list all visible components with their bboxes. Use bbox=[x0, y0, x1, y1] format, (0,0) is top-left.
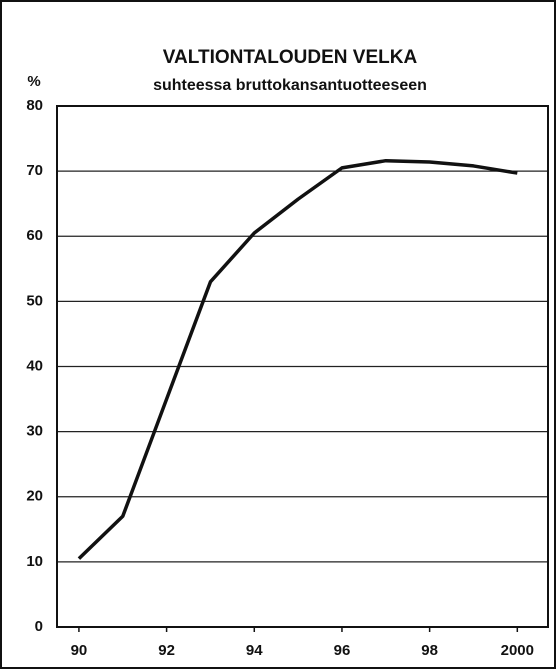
x-tick-label: 2000 bbox=[501, 642, 534, 659]
y-tick-label: 10 bbox=[26, 553, 43, 570]
chart-subtitle: suhteessa bruttokansantuotteeseen bbox=[153, 77, 427, 94]
x-tick-label: 94 bbox=[246, 642, 263, 659]
y-tick-label: 60 bbox=[26, 227, 43, 244]
y-tick-label: 40 bbox=[26, 357, 43, 374]
y-tick-label: 80 bbox=[26, 97, 43, 114]
y-tick-label: 30 bbox=[26, 423, 43, 440]
y-tick-label: 70 bbox=[26, 162, 43, 179]
chart-title: VALTIONTALOUDEN VELKA bbox=[163, 47, 418, 68]
x-tick-label: 96 bbox=[334, 642, 351, 659]
plot-frame bbox=[56, 105, 549, 628]
x-tick-label: 92 bbox=[158, 642, 175, 659]
y-tick-label: 0 bbox=[35, 618, 43, 635]
x-tick-label: 90 bbox=[71, 642, 88, 659]
x-tick-label: 98 bbox=[421, 642, 438, 659]
data-line bbox=[77, 158, 518, 560]
y-axis-label: % bbox=[27, 73, 40, 90]
y-tick-label: 50 bbox=[26, 292, 43, 309]
y-tick-label: 20 bbox=[26, 488, 43, 505]
